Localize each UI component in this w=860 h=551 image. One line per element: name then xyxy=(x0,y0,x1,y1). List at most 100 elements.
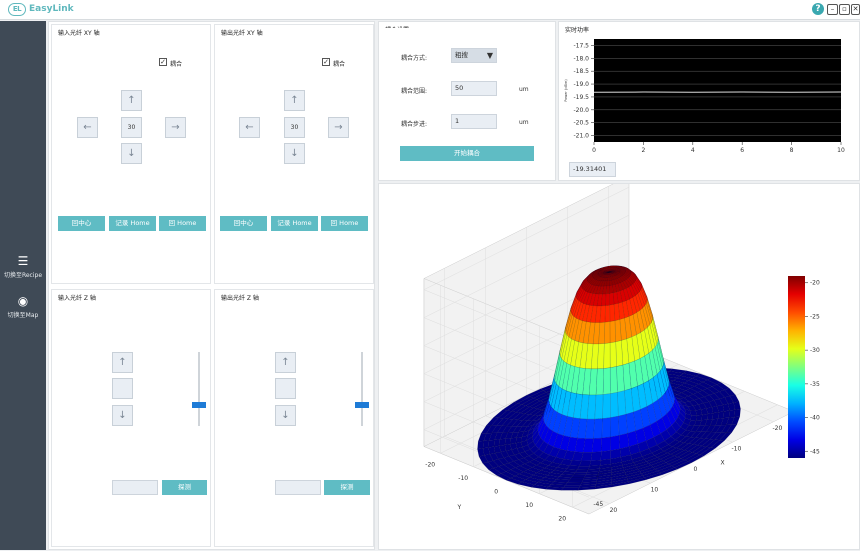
surface-patch xyxy=(590,460,601,466)
map-icon: ◉ xyxy=(18,294,28,308)
surface-patch xyxy=(690,410,696,415)
y-tick-label: -20 xyxy=(425,461,435,468)
surface-patch xyxy=(617,391,626,417)
couple-checkbox[interactable]: ✓ xyxy=(159,58,167,66)
mode-select[interactable]: 粗搜 ▼ xyxy=(451,48,497,63)
surface-patch xyxy=(729,410,735,418)
surface-patch xyxy=(691,415,697,420)
surface-patch xyxy=(571,475,585,478)
surface-plot: -20-1001020-20-1001020-20-25-30-35-40-45… xyxy=(379,184,859,549)
z-slider-thumb[interactable] xyxy=(192,402,206,408)
restore-button[interactable]: ▫ xyxy=(839,4,850,15)
coupling-settings-panel: 耦合设置 耦合方式: 粗搜 ▼ 耦合范围: 50 um 耦合步进: 1 um 开… xyxy=(378,21,556,181)
y-tick-label: 10 xyxy=(525,502,533,509)
surface-patch xyxy=(610,367,617,394)
move-right-button[interactable]: → xyxy=(165,117,186,138)
y-tick-label: -21.0 xyxy=(573,133,589,140)
surface-patch xyxy=(707,413,713,420)
surface-patch xyxy=(603,394,611,419)
step-input[interactable]: 1 xyxy=(451,114,497,129)
colorbar-tick-label: -40 xyxy=(810,415,820,422)
z-down-button[interactable]: ↓ xyxy=(275,405,296,426)
move-left-button[interactable]: ← xyxy=(239,117,260,138)
surface-plot-panel: -20-1001020-20-1001020-20-25-30-35-40-45… xyxy=(378,183,860,550)
close-button[interactable]: ✕ xyxy=(851,4,860,15)
sidebar-item-recipe[interactable]: ☰ 切换至Recipe xyxy=(0,254,46,279)
surface-patch xyxy=(488,440,494,448)
surface-patch xyxy=(561,488,579,491)
surface-patch xyxy=(618,414,627,435)
surface-patch xyxy=(610,392,618,417)
xy-output-panel: 输出光纤 XY 轴 ✓ 耦合 ↑ ← 30 → ↓ 回中心 记录 Home 回 … xyxy=(214,24,374,284)
title-bar: EL EasyLink ? – ▫ ✕ xyxy=(0,0,860,20)
range-input[interactable]: 50 xyxy=(451,81,497,96)
surface-patch xyxy=(696,415,702,421)
x-tick-label: 2 xyxy=(641,147,645,154)
x-tick-label: 6 xyxy=(740,147,744,154)
go-home-button[interactable]: 回 Home xyxy=(159,216,206,231)
step-unit: um xyxy=(519,119,529,126)
colorbar-tick-label: -25 xyxy=(810,313,820,320)
z-step-value[interactable] xyxy=(275,378,296,399)
y-axis-label: Y xyxy=(457,504,462,511)
x-tick-label: 0 xyxy=(592,147,596,154)
probe-button[interactable]: 探测 xyxy=(162,480,207,495)
xy-input-panel: 输入光纤 XY 轴 ✓ 耦合 ↑ ← 30 → ↓ 回中心 记录 Home 回 … xyxy=(51,24,211,284)
surface-patch xyxy=(605,305,610,322)
y-tick-label: -19.5 xyxy=(573,94,589,101)
go-home-button[interactable]: 回 Home xyxy=(321,216,368,231)
chevron-down-icon: ▼ xyxy=(487,49,493,62)
app-logo: EL xyxy=(8,3,26,16)
z-slider-track[interactable] xyxy=(198,352,200,426)
sidebar-item-map[interactable]: ◉ 切换至Map xyxy=(0,294,46,319)
move-left-button[interactable]: ← xyxy=(77,117,98,138)
surface-patch xyxy=(505,438,511,445)
range-label: 耦合范围: xyxy=(401,86,427,95)
z-position-input[interactable] xyxy=(112,480,158,495)
start-coupling-button[interactable]: 开始耦合 xyxy=(400,146,534,161)
surface-patch xyxy=(610,342,617,368)
colorbar-tick-label: -20 xyxy=(810,280,820,287)
step-value[interactable]: 30 xyxy=(121,117,142,138)
realtime-power-panel: 实时功率 -17.5-18.0-18.5-19.0-19.5-20.0-20.5… xyxy=(558,21,860,181)
surface-patch xyxy=(601,437,610,452)
z-down-button[interactable]: ↓ xyxy=(112,405,133,426)
z-up-button[interactable]: ↑ xyxy=(275,352,296,373)
surface-patch xyxy=(593,419,602,439)
z-position-input[interactable] xyxy=(275,480,321,495)
z-step-value[interactable] xyxy=(112,378,133,399)
surface-patch xyxy=(569,477,584,480)
record-home-button[interactable]: 记录 Home xyxy=(271,216,318,231)
surface-patch xyxy=(477,441,483,449)
x-tick-label: 4 xyxy=(691,147,695,154)
move-down-button[interactable]: ↓ xyxy=(121,143,142,164)
surface-patch xyxy=(611,435,620,450)
probe-button[interactable]: 探测 xyxy=(324,480,370,495)
panel-title: 输出光纤 Z 轴 xyxy=(221,293,259,302)
record-home-button[interactable]: 记录 Home xyxy=(109,216,156,231)
axis-workspace: 输入光纤 XY 轴 ✓ 耦合 ↑ ← 30 → ↓ 回中心 记录 Home 回 … xyxy=(48,21,375,550)
minimize-button[interactable]: – xyxy=(827,4,838,15)
couple-checkbox[interactable]: ✓ xyxy=(322,58,330,66)
move-up-button[interactable]: ↑ xyxy=(284,90,305,111)
surface-patch xyxy=(565,483,581,486)
move-up-button[interactable]: ↑ xyxy=(121,90,142,111)
x-tick-label: 10 xyxy=(837,147,845,154)
x-tick-label: 10 xyxy=(651,486,659,493)
step-value[interactable]: 30 xyxy=(284,117,305,138)
z-slider-thumb[interactable] xyxy=(355,402,369,408)
x-tick-label: -10 xyxy=(731,445,741,452)
y-axis-label: Power (dBm) xyxy=(564,79,568,102)
mode-select-value: 粗搜 xyxy=(455,51,468,59)
center-button[interactable]: 回中心 xyxy=(58,216,105,231)
z-up-button[interactable]: ↑ xyxy=(112,352,133,373)
surface-patch xyxy=(619,433,629,448)
move-right-button[interactable]: → xyxy=(328,117,349,138)
z-slider-track[interactable] xyxy=(361,352,363,426)
surface-patch xyxy=(604,343,610,369)
center-button[interactable]: 回中心 xyxy=(220,216,267,231)
move-down-button[interactable]: ↓ xyxy=(284,143,305,164)
surface-patch xyxy=(617,365,625,392)
help-icon[interactable]: ? xyxy=(812,3,824,15)
y-tick-label: 0 xyxy=(494,488,498,495)
